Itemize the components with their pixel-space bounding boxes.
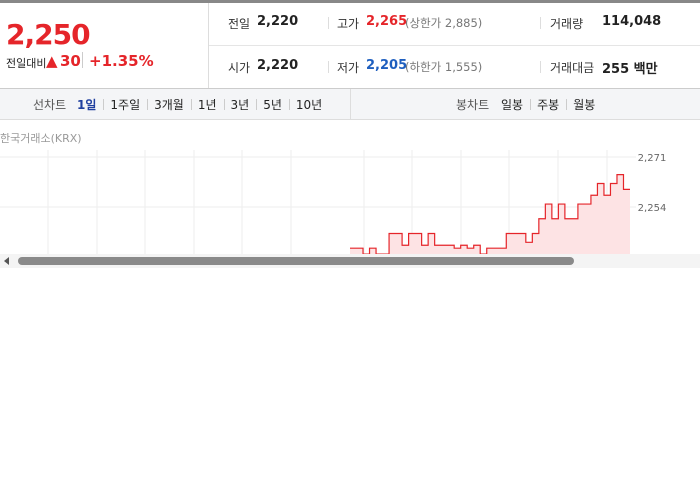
separator: [147, 99, 149, 110]
divider: [540, 61, 541, 73]
stat-label: 거래대금: [550, 61, 595, 75]
scrollbar-thumb[interactable]: [18, 257, 574, 265]
stat-value: 2,220: [257, 14, 299, 29]
separator: [530, 99, 532, 110]
change-label: 전일대비: [6, 57, 47, 70]
price-line: [350, 174, 630, 254]
change-rate: +1.35%: [89, 52, 154, 70]
tab[interactable]: 주봉: [537, 98, 560, 112]
separator: [190, 99, 192, 110]
price-box: 2,250 전일대비 ▲ 30 +1.35%: [0, 3, 209, 88]
divider: [350, 89, 351, 119]
tab[interactable]: 1년: [197, 98, 217, 112]
divider: [328, 17, 329, 29]
separator: [566, 99, 568, 110]
tab[interactable]: 5년: [263, 98, 282, 112]
tab[interactable]: 3년: [230, 98, 250, 112]
divider: [0, 88, 700, 89]
stat-label: 저가: [337, 61, 360, 75]
y-tick-label: 2,254: [638, 203, 667, 214]
tab[interactable]: 월봉: [573, 98, 596, 112]
stat-value: 2,265: [366, 14, 408, 29]
tab-bar: [0, 89, 700, 120]
stat-value: 255 백만: [602, 62, 658, 77]
stat-value: 2,220: [257, 58, 299, 73]
stat-label: 전일: [228, 17, 251, 31]
stat-value: 114,048: [602, 14, 662, 29]
row-divider: [209, 45, 700, 46]
tab[interactable]: 1주일: [110, 98, 141, 112]
stat-label: 고가: [337, 17, 360, 31]
scroll-left[interactable]: [4, 257, 9, 265]
divider: [82, 52, 83, 68]
stat-note: (상한가 2,885): [405, 16, 483, 30]
divider: [540, 17, 541, 29]
price: 2,250: [6, 18, 91, 51]
change-sign: ▲: [46, 52, 58, 70]
tab[interactable]: 10년: [295, 98, 323, 112]
area: [350, 174, 630, 254]
separator: [288, 99, 290, 110]
stat-label: 거래량: [550, 17, 584, 31]
stat-value: 2,205: [366, 58, 408, 73]
divider: [328, 61, 329, 73]
chart: 2,271 2,254: [0, 150, 667, 254]
tab[interactable]: 일봉: [501, 98, 524, 112]
tab-label: 봉차트: [456, 98, 490, 112]
y-tick-label: 2,271: [638, 153, 667, 164]
stat-note: (하한가 1,555): [405, 60, 483, 74]
tab[interactable]: 3개월: [154, 98, 184, 112]
change: 30: [60, 52, 81, 70]
tab[interactable]: 1일: [77, 98, 97, 112]
separator: [103, 99, 105, 110]
tab-label: 선차트: [33, 98, 67, 112]
source: 한국거래소(KRX): [0, 132, 82, 145]
top-border: [0, 0, 700, 3]
separator: [223, 99, 225, 110]
stat-label: 시가: [228, 61, 251, 75]
separator: [256, 99, 258, 110]
